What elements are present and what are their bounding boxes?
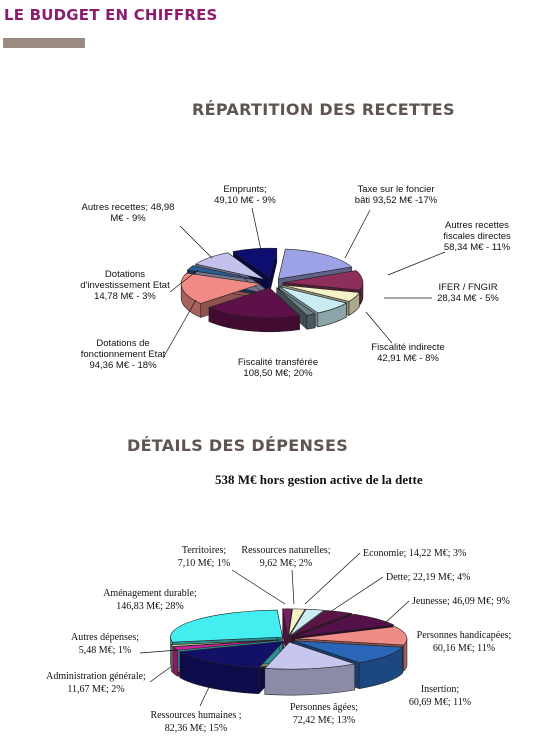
recettes-leader-line — [344, 209, 371, 259]
depenses-slice-amenagement-durable — [170, 609, 283, 643]
recettes-label-fiscalite-transferee: Fiscalité transférée 108,50 M€; 20% — [238, 357, 318, 379]
depenses-label-dette: Dette; 22,19 M€; 4% — [386, 572, 470, 583]
depenses-leader-line — [304, 552, 361, 605]
depenses-leader-line — [329, 576, 384, 613]
recettes-label-dotations-d-investissement-etat: Dotations d'investissement Etat 14,78 M€ -… — [80, 269, 170, 302]
depenses-leader-line — [383, 600, 410, 625]
depenses-slice-dette — [290, 610, 353, 637]
depenses-label-jeunesse: Jeunesse; 46,09 M€; 9% — [412, 596, 510, 607]
depenses-leader-line — [199, 684, 211, 707]
depenses-slice-ressources-humaines — [178, 641, 285, 669]
recettes-slice-fiscalite-indirecte — [279, 286, 348, 314]
depenses-label-autres-depenses: Autres dépenses; 5,48 M€; 1% — [71, 632, 139, 656]
recettes-label-fiscalite-indirecte: Fiscalité indirecte 42,91 M€ - 8% — [371, 342, 444, 364]
depenses-slice-jeunesse — [293, 613, 395, 638]
recettes-slice-fiscalite-transferee — [208, 287, 301, 319]
depenses-label-amenagement-durable: Aménagement durable; 146,83 M€; 28% — [103, 588, 197, 612]
depenses-pie — [170, 608, 408, 696]
depenses-label-ressources-naturelles: Ressources naturelles; 9,62 M€; 2% — [241, 545, 330, 569]
recettes-slice-dotations-d-investissement-etat — [186, 265, 263, 282]
recettes-slice-slice-4 — [276, 287, 316, 316]
depenses-slice-ressources-naturelles — [288, 608, 306, 637]
recettes-leader-line — [251, 207, 263, 256]
recettes-label-taxe-sur-le-foncier-bati: Taxe sur le foncier bâti 93,52 M€ -17% — [355, 184, 438, 206]
depenses-slice-autres-depenses — [170, 639, 282, 647]
recettes-labels: Taxe sur le foncier bâti 93,52 M€ -17%Aut… — [80, 184, 511, 379]
recettes-slice-taxe-sur-le-foncier-bati — [278, 248, 353, 280]
recettes-leader-line — [365, 311, 393, 344]
depenses-slice-territoires — [282, 608, 293, 636]
recettes-slice-side — [306, 313, 316, 330]
depenses-slice-side — [172, 646, 179, 677]
depenses-slice-side — [170, 643, 174, 674]
recettes-slice-autres-recettes-fiscales-directes — [282, 270, 364, 291]
depenses-leader-line — [291, 569, 295, 605]
recettes-label-autres-recettes: Autres recettes; 48,98 M€ - 9% — [82, 202, 175, 224]
page-header: LE BUDGET EN CHIFFRES — [4, 6, 218, 24]
depenses-leader-line — [139, 649, 179, 654]
depenses-label-administration-generale: Administration générale; 11,67 M€; 2% — [46, 671, 146, 695]
depenses-label-ressources-humaines: Ressources humaines ; 82,36 M€; 15% — [150, 710, 241, 734]
depenses-label-personnes-agees: Personnes âgées; 72,42 M€; 13% — [290, 702, 358, 726]
depenses-chart-title: DÉTAILS DES DÉPENSES — [127, 436, 349, 455]
depenses-label-economie: Economie; 14,22 M€; 3% — [363, 548, 466, 559]
recettes-pie — [180, 247, 364, 333]
recettes-slice-emprunts — [232, 247, 278, 279]
recettes-label-emprunts: Emprunts; 49,10 M€ - 9% — [214, 184, 276, 206]
depenses-labels: Ressources naturelles; 9,62 M€; 2% Economi… — [46, 545, 511, 734]
header-rule — [3, 38, 85, 48]
recettes-leader-line — [387, 251, 446, 276]
depenses-slice-personnes-handicapees — [294, 626, 408, 646]
depenses-label-personnes-handicapees: Personnes handicapées; 60,16 M€; 11% — [417, 630, 512, 654]
depenses-label-territoires: Territoires; 7,10 M€; 1% — [178, 545, 231, 569]
recettes-leader-line — [162, 299, 197, 359]
recettes-leader-line — [169, 269, 199, 293]
depenses-leader-line — [231, 569, 286, 605]
depenses-leader-line — [149, 665, 173, 683]
recettes-label-dotations-de-fonctionnement-etat: Dotations de fonctionnement Etat 94,36 M€ … — [81, 338, 166, 371]
depenses-label-insertion: Insertion; 60,69 M€; 11% — [409, 684, 471, 708]
recettes-chart-title: RÉPARTITION DES RECETTES — [192, 100, 455, 119]
recettes-leader-line — [179, 225, 213, 259]
recettes-label-ifer-fngir: IFER / FNGIR 28,34 M€ - 5% — [437, 282, 499, 304]
recettes-slice-autres-recettes — [194, 252, 265, 280]
recettes-label-autres-recettes-fiscales-directes: Autres recettes fiscales directes 58,34 M€… — [443, 220, 511, 253]
depenses-slice-insertion — [293, 640, 404, 663]
depenses-slice-personnes-agees — [264, 641, 355, 670]
recettes-slice-dotations-de-fonctionnement-etat — [180, 272, 262, 304]
recettes-slice-ifer-fngir — [281, 284, 361, 302]
depenses-chart-subtitle: 538 M€ hors gestion active de la dette — [215, 472, 423, 487]
depenses-slice-economie — [289, 608, 325, 637]
